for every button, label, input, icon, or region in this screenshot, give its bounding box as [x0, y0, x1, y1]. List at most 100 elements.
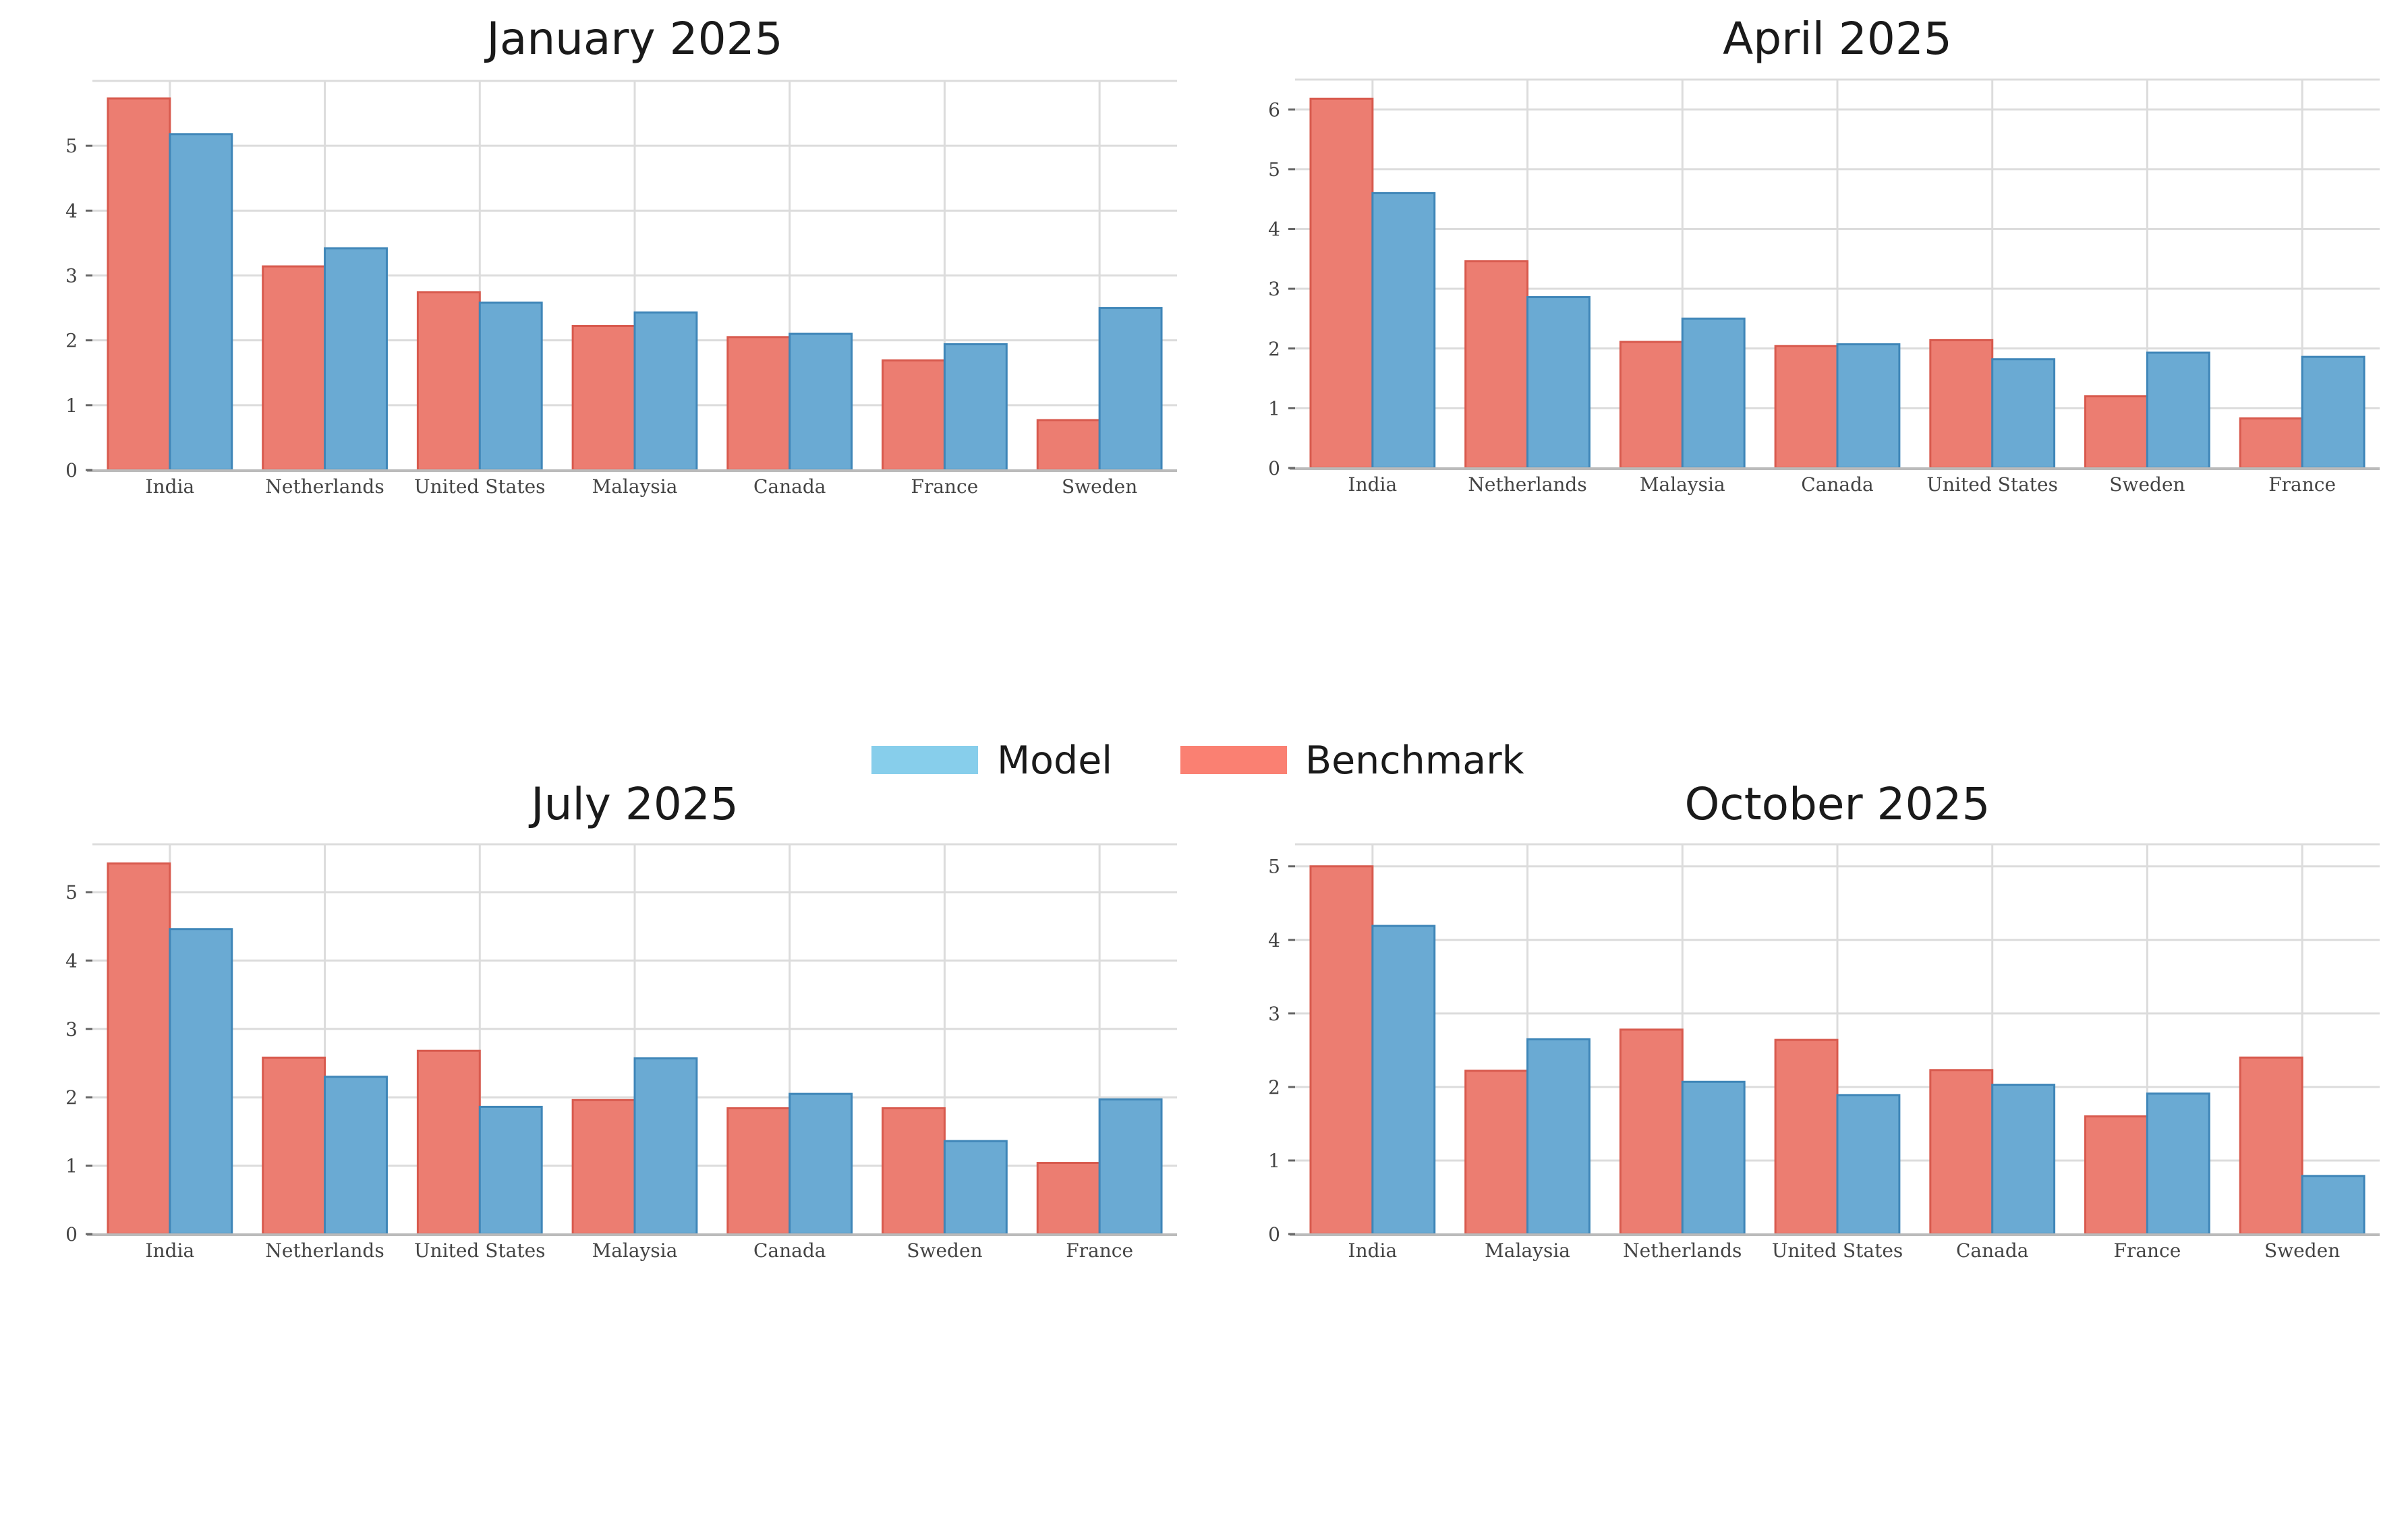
chart-panel-3: July 2025 India Netherlands United States Ma… [65, 778, 1177, 1262]
y-tick-label: 5 [65, 881, 78, 904]
bar-model-france [2146, 1092, 2210, 1235]
bar-model-malaysia [1526, 1038, 1590, 1235]
bar-model-india [169, 928, 233, 1235]
bar-benchmark-netherlands [1464, 260, 1529, 469]
y-tick-label: 2 [65, 1086, 78, 1109]
x-tick-label: Netherlands [265, 1239, 384, 1262]
bar-model-france [2301, 355, 2366, 469]
x-tick-label: Sweden [1062, 475, 1137, 498]
y-tick-label: 3 [1268, 278, 1280, 300]
y-tick-label: 3 [1268, 1003, 1280, 1025]
x-tick-label: Netherlands [1468, 473, 1586, 496]
bar-model-sweden [943, 1140, 1008, 1235]
y-tick-label: 0 [1268, 457, 1280, 479]
bar-model-canada [789, 1092, 853, 1235]
x-tick-label: Malaysia [1640, 473, 1725, 496]
x-tick-label: Malaysia [592, 475, 678, 498]
y-tick-label: 4 [65, 949, 78, 972]
x-tick-label: India [1348, 1239, 1398, 1262]
bar-model-united-states [1991, 358, 2056, 469]
bar-benchmark-sweden [882, 1107, 946, 1235]
bar-benchmark-sweden [2084, 395, 2148, 469]
bar-benchmark-united-states [1774, 1038, 1839, 1235]
bar-benchmark-india [107, 862, 171, 1235]
y-tick-label: 2 [1268, 1076, 1280, 1099]
x-tick-label: Malaysia [1485, 1239, 1570, 1262]
x-tick-label: United States [1926, 473, 2058, 496]
legend-swatch-model [871, 746, 978, 774]
bar-benchmark-india [1309, 865, 1374, 1235]
x-tick-label: Canada [753, 1239, 826, 1262]
y-tick-label: 4 [65, 200, 78, 222]
bar-model-malaysia [633, 311, 698, 471]
y-tick-label: 3 [65, 1018, 78, 1041]
bar-model-sweden [2301, 1175, 2366, 1235]
legend-swatch-benchmark [1180, 746, 1287, 774]
bar-benchmark-malaysia [571, 1099, 636, 1235]
bar-model-france [943, 343, 1008, 471]
bar-benchmark-malaysia [1619, 341, 1684, 469]
chart-title: July 2025 [528, 778, 739, 830]
bar-benchmark-france [2239, 417, 2303, 469]
x-tick-label: India [1348, 473, 1398, 496]
chart-title: April 2025 [1723, 13, 1952, 65]
bar-benchmark-france [2084, 1115, 2148, 1235]
y-tick-label: 1 [1268, 397, 1280, 419]
bar-benchmark-canada [726, 336, 791, 471]
bar-model-united-states [478, 301, 543, 471]
y-tick-label: 6 [1268, 98, 1280, 121]
y-tick-label: 1 [65, 394, 78, 417]
y-tick-label: 1 [1268, 1150, 1280, 1172]
bar-benchmark-canada [1929, 1069, 1994, 1235]
chart-panel-4: October 2025 India Malaysia Netherlands Unit… [1268, 778, 2380, 1262]
bar-model-france [1098, 1098, 1163, 1235]
y-tick-label: 5 [1268, 856, 1280, 878]
x-tick-label: Canada [753, 475, 826, 498]
bar-benchmark-netherlands [262, 1056, 326, 1235]
bar-model-canada [1836, 343, 1901, 469]
x-tick-label: United States [1772, 1239, 1903, 1262]
bar-benchmark-canada [726, 1107, 791, 1235]
bar-model-india [1371, 925, 1436, 1235]
bar-benchmark-netherlands [1619, 1028, 1684, 1235]
bar-model-malaysia [1681, 317, 1746, 469]
chart-title: October 2025 [1684, 778, 1990, 830]
bar-model-netherlands [324, 247, 388, 471]
bar-model-india [1371, 192, 1436, 469]
x-tick-label: Netherlands [265, 475, 384, 498]
bar-benchmark-sweden [1036, 419, 1101, 471]
bar-benchmark-india [1309, 97, 1374, 469]
bar-model-sweden [2146, 351, 2210, 469]
bar-benchmark-france [882, 359, 946, 471]
legend-label-model: Model [997, 738, 1112, 783]
x-tick-label: France [2268, 473, 2336, 496]
x-tick-label: Netherlands [1623, 1239, 1742, 1262]
bar-benchmark-malaysia [571, 325, 636, 471]
bar-benchmark-sweden [2239, 1056, 2303, 1235]
chart-panel-1: January 2025 India Netherlands United State… [65, 13, 1177, 498]
bar-model-netherlands [1681, 1080, 1746, 1235]
y-tick-label: 3 [65, 265, 78, 287]
x-tick-label: Sweden [2264, 1239, 2340, 1262]
bar-model-netherlands [1526, 296, 1590, 469]
bar-model-canada [1991, 1084, 2056, 1235]
chart-title: January 2025 [484, 13, 782, 65]
x-tick-label: Sweden [2109, 473, 2185, 496]
x-tick-label: Malaysia [592, 1239, 678, 1262]
bar-model-netherlands [324, 1076, 388, 1235]
bar-model-united-states [478, 1105, 543, 1235]
y-tick-label: 4 [1268, 929, 1280, 952]
x-tick-label: Sweden [907, 1239, 982, 1262]
bar-benchmark-india [107, 97, 171, 471]
y-tick-label: 0 [1268, 1223, 1280, 1246]
bar-benchmark-malaysia [1464, 1070, 1529, 1235]
y-tick-label: 4 [1268, 218, 1280, 241]
bar-benchmark-united-states [416, 1049, 481, 1235]
x-tick-label: United States [414, 475, 546, 498]
x-tick-label: India [146, 1239, 195, 1262]
y-tick-label: 0 [65, 1223, 78, 1246]
bar-benchmark-canada [1774, 345, 1839, 469]
y-tick-label: 5 [65, 135, 78, 157]
bar-model-canada [789, 332, 853, 471]
bar-model-india [169, 133, 233, 471]
